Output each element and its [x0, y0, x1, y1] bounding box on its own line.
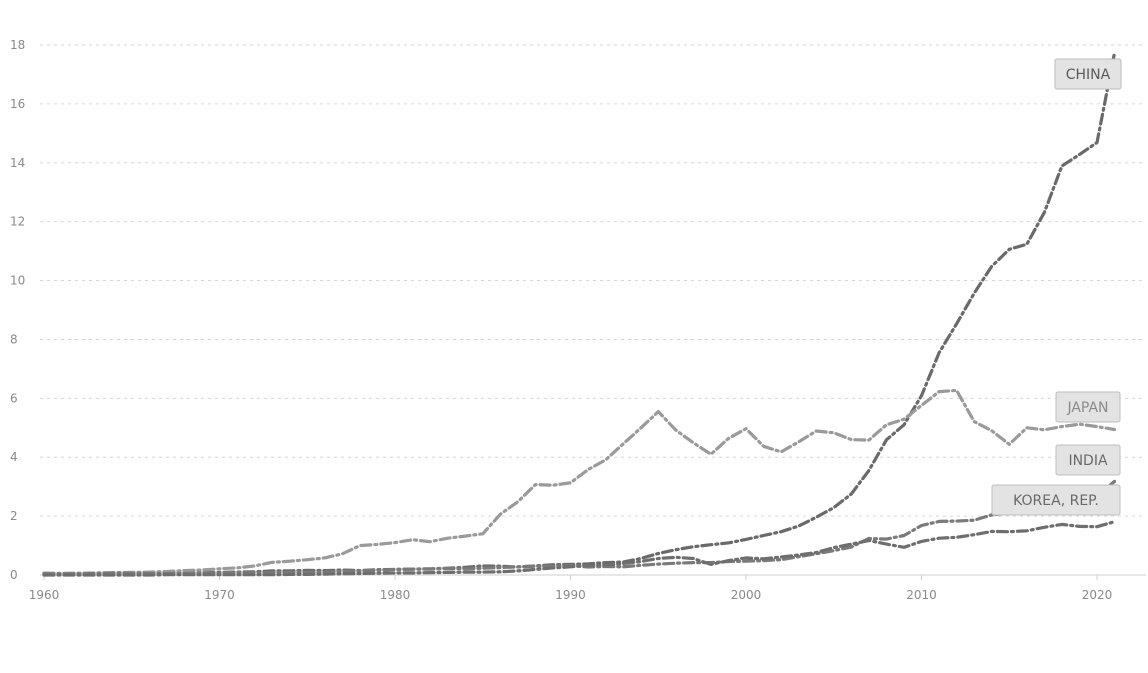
series-line-japan: [42, 388, 1117, 576]
y-tick-label: 16: [10, 97, 25, 111]
x-tick-label: 1990: [555, 588, 586, 602]
y-tick-label: 4: [10, 450, 18, 464]
y-tick-label: 0: [10, 568, 18, 582]
y-tick-label: 6: [10, 391, 18, 405]
x-tick-label: 2000: [731, 588, 762, 602]
y-tick-label: 12: [10, 215, 25, 229]
legend-label: KOREA, REP.: [1013, 493, 1099, 509]
legend-label-box: [1055, 444, 1121, 476]
y-tick-label: 10: [10, 274, 25, 288]
y-tick-label: 2: [10, 509, 18, 523]
x-tick-label: 1960: [29, 588, 60, 602]
x-tick-label: 1980: [380, 588, 411, 602]
legend-label: CHINA: [1066, 67, 1111, 83]
x-tick-label: 2020: [1082, 588, 1113, 602]
legend-label-box: [991, 484, 1121, 516]
legend-item: INDIA: [1055, 444, 1121, 476]
legend-label-box: [1055, 391, 1121, 423]
y-tick-label: 18: [10, 38, 25, 52]
y-tick-label: 8: [10, 332, 18, 346]
x-tick-label: 2010: [906, 588, 937, 602]
grid: [40, 44, 1146, 517]
axes: 0 2 4 6 8 10 12 14 16 18 1960 1970 1980 1990 2000 2010 2…: [10, 38, 1146, 602]
series-line-china: [42, 51, 1117, 576]
series-group: [42, 51, 1117, 577]
series-line-korea-rep: [42, 520, 1117, 577]
y-tick-label: 14: [10, 156, 25, 170]
series-line-india: [42, 479, 1117, 576]
x-tick-label: 1970: [204, 588, 235, 602]
legend-item: KOREA, REP.: [991, 484, 1121, 516]
legend: CHINA JAPAN INDIA KOREA, REP.: [991, 58, 1122, 516]
legend-label: JAPAN: [1066, 400, 1108, 416]
legend-label: INDIA: [1068, 453, 1108, 469]
legend-item: JAPAN: [1055, 391, 1121, 423]
legend-item: CHINA: [1054, 58, 1122, 90]
legend-label-box: [1054, 58, 1122, 90]
